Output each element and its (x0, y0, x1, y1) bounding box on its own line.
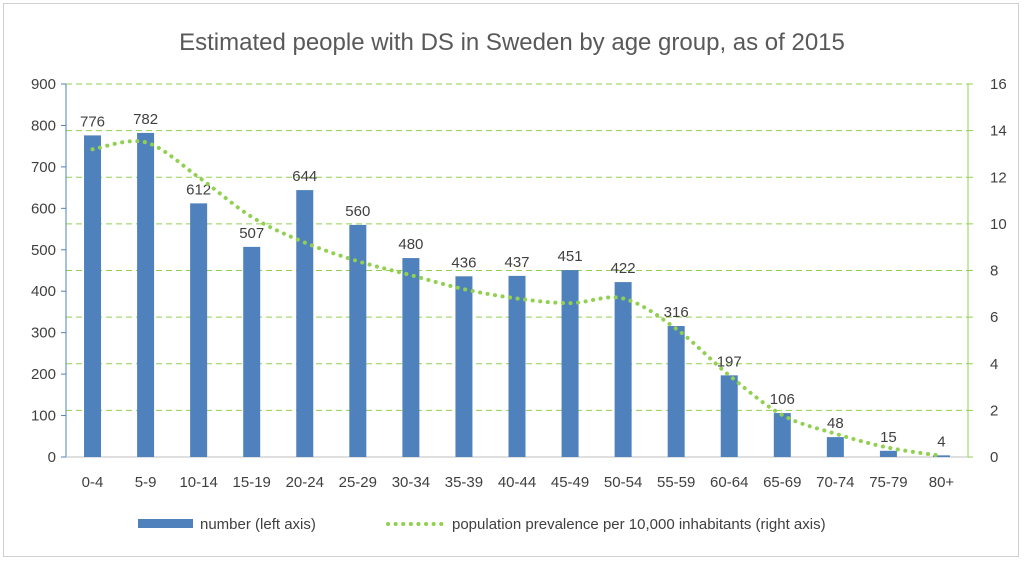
x-tick-label: 80+ (929, 474, 955, 491)
left-tick-label: 500 (31, 242, 56, 259)
bar-70-74 (826, 437, 844, 457)
bar-25-29 (349, 224, 367, 457)
bar-75-79 (879, 450, 897, 457)
right-tick-label: 8 (990, 263, 998, 280)
bar-0-4 (84, 135, 102, 457)
left-tick-label: 700 (31, 159, 56, 176)
x-tick-label: 40-44 (498, 474, 536, 491)
x-tick-label: 60-64 (710, 474, 748, 491)
left-tick-label: 300 (31, 325, 56, 342)
x-tick-label: 30-34 (392, 474, 430, 491)
bar-60-64 (720, 375, 738, 457)
bar-label: 451 (558, 248, 583, 265)
bar-label: 4 (937, 433, 945, 450)
bar-label: 480 (398, 236, 423, 253)
left-tick-label: 900 (31, 76, 56, 93)
chart-title: Estimated people with DS in Sweden by ag… (179, 29, 845, 56)
bar-label: 560 (345, 203, 370, 220)
right-tick-label: 16 (990, 76, 1007, 93)
bar-50-54 (614, 282, 632, 457)
right-axis-ticks: 0 2 4 6 8 10 12 14 16 (968, 76, 1007, 466)
x-tick-label: 20-24 (286, 474, 324, 491)
x-tick-label: 70-74 (816, 474, 854, 491)
right-tick-label: 0 (990, 449, 998, 466)
bar-5-9 (137, 132, 155, 457)
bar-label: 422 (611, 260, 636, 277)
bar-label: 316 (664, 304, 689, 321)
legend-bar-label: number (left axis) (200, 516, 316, 533)
bar-label: 106 (770, 391, 795, 408)
x-tick-label: 5-9 (135, 474, 157, 491)
right-tick-label: 6 (990, 309, 998, 326)
legend-line-label: population prevalence per 10,000 inhabit… (452, 516, 826, 533)
bar-65-69 (773, 413, 791, 457)
prevalence-line (90, 139, 944, 458)
x-tick-label: 55-59 (657, 474, 695, 491)
bar-label: 782 (133, 111, 158, 128)
bar-label: 48 (827, 415, 844, 432)
x-tick-label: 35-39 (445, 474, 483, 491)
x-tick-label: 15-19 (233, 474, 271, 491)
bar-series (84, 132, 950, 457)
left-axis-ticks: 0 100 200 300 400 500 600 700 800 900 (31, 76, 66, 466)
bar-20-24 (296, 190, 314, 457)
left-tick-label: 400 (31, 283, 56, 300)
bar-45-49 (561, 270, 579, 457)
bar-40-44 (508, 275, 526, 457)
x-axis-ticks: 0-4 5-9 10-14 15-19 20-24 25-29 30-34 35-39 40-4… (82, 474, 955, 491)
bar-data-labels: 776 782 612 507 644 560 480 436 437 451 422 316 197 1… (80, 111, 946, 450)
bar-label: 15 (880, 429, 897, 446)
x-tick-label: 0-4 (82, 474, 104, 491)
bar-label: 437 (504, 254, 529, 271)
x-tick-label: 65-69 (763, 474, 801, 491)
bar-label: 644 (292, 168, 317, 185)
bar-35-39 (455, 276, 473, 457)
bar-label: 436 (451, 254, 476, 271)
bar-label: 507 (239, 225, 264, 242)
prevalence-line-series (90, 139, 944, 458)
bar-10-14 (190, 203, 208, 457)
bar-15-19 (243, 246, 261, 457)
right-tick-label: 2 (990, 402, 998, 419)
left-tick-label: 0 (48, 449, 56, 466)
x-tick-label: 25-29 (339, 474, 377, 491)
right-tick-label: 4 (990, 356, 998, 373)
x-tick-label: 10-14 (179, 474, 217, 491)
x-tick-label: 45-49 (551, 474, 589, 491)
bar-label: 776 (80, 113, 105, 130)
bar-label: 612 (186, 181, 211, 198)
right-tick-label: 12 (990, 169, 1007, 186)
left-tick-label: 800 (31, 117, 56, 134)
gridlines (66, 83, 968, 411)
right-tick-label: 14 (990, 123, 1007, 140)
x-tick-label: 75-79 (869, 474, 907, 491)
left-tick-label: 100 (31, 408, 56, 425)
x-tick-label: 50-54 (604, 474, 642, 491)
right-tick-label: 10 (990, 216, 1007, 233)
bar-55-59 (667, 326, 685, 457)
left-tick-label: 600 (31, 200, 56, 217)
legend: number (left axis) population prevalence … (138, 516, 826, 533)
left-tick-label: 200 (31, 366, 56, 383)
bar-80+ (932, 455, 950, 457)
bar-label: 197 (717, 353, 742, 370)
legend-bar-swatch (138, 519, 193, 528)
bar-30-34 (402, 258, 420, 457)
